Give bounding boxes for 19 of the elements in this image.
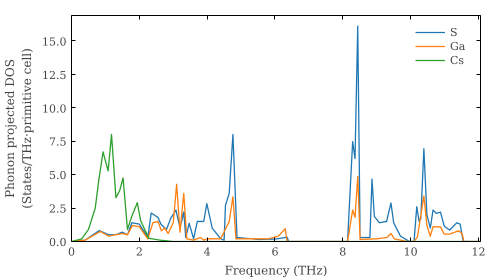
x-tick-label: 10 xyxy=(404,246,418,258)
x-tick-label: 8 xyxy=(339,246,346,258)
y-tick-label: 7.5 xyxy=(49,136,67,149)
y-tick-label: 5.0 xyxy=(49,169,67,182)
x-tick-label: 12 xyxy=(471,246,486,258)
x-tick-label: 0 xyxy=(68,246,75,258)
y-tick-label: 12.5 xyxy=(42,68,67,82)
y-tick-label: 10.0 xyxy=(42,102,67,116)
x-tick-label: 4 xyxy=(204,246,211,258)
x-tick-label: 2 xyxy=(136,246,143,258)
y-tick-label: 15.0 xyxy=(42,35,67,48)
legend-label: Ga xyxy=(450,39,466,53)
legend-label: Cs xyxy=(450,53,466,67)
legend-label: S xyxy=(450,25,459,39)
y-tick-label: 0.0 xyxy=(49,236,67,249)
x-tick-label: 6 xyxy=(271,246,278,258)
x-axis-title: Frequency (THz) xyxy=(224,264,328,278)
y-tick-label: 2.5 xyxy=(49,202,67,216)
y-axis-title: Phonon projected DOS (States/THz·primitive cell) xyxy=(3,48,34,209)
